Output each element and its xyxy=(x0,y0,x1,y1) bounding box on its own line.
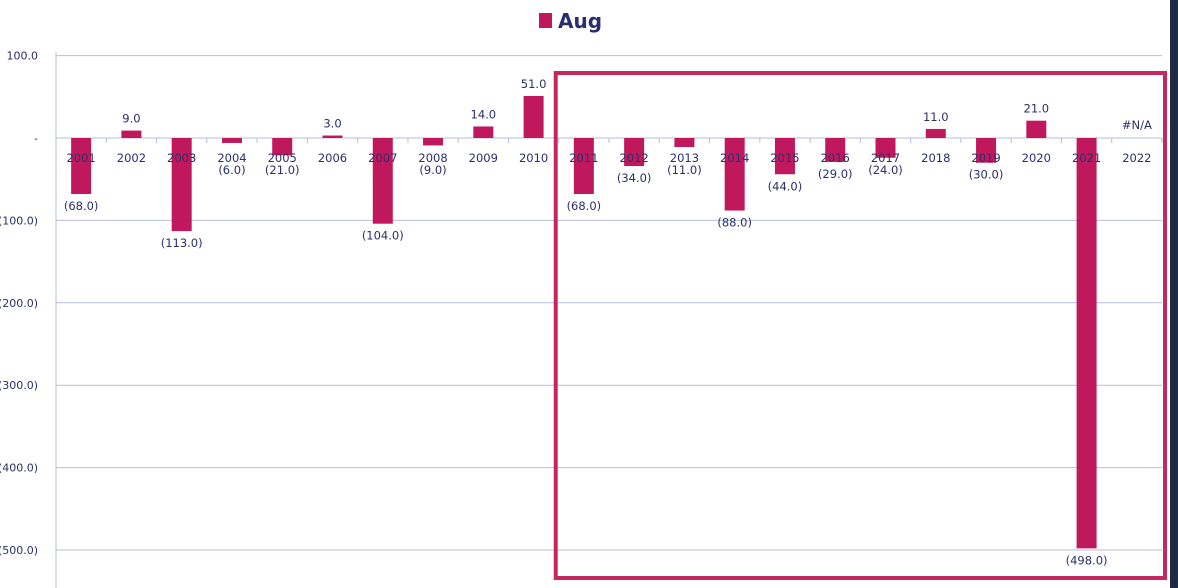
x-category-label: 2019 xyxy=(971,151,1000,165)
y-tick-label: (400.0) xyxy=(0,462,38,475)
data-label: 3.0 xyxy=(323,117,341,131)
data-label: (68.0) xyxy=(64,199,99,213)
data-label: (44.0) xyxy=(768,179,803,193)
x-category-label: 2005 xyxy=(268,151,297,165)
labels: 100.0 - (100.0) (200.0) (300.0) (400.0) (500.0… xyxy=(0,50,1152,568)
bar xyxy=(272,138,293,156)
bars xyxy=(71,95,1097,549)
x-category-label: 2007 xyxy=(368,151,397,165)
data-label: (113.0) xyxy=(161,236,203,250)
bar xyxy=(573,138,594,195)
y-tick-label: - xyxy=(34,132,38,145)
bar xyxy=(825,138,846,162)
y-tick-label: (300.0) xyxy=(0,379,38,392)
data-label: (34.0) xyxy=(617,171,652,185)
highlight-region xyxy=(553,71,1167,580)
x-category-label: 2015 xyxy=(770,151,799,165)
data-label: (24.0) xyxy=(868,163,903,177)
x-category-label: 2009 xyxy=(469,151,498,165)
x-category-label: 2002 xyxy=(117,151,146,165)
bar xyxy=(473,126,494,138)
data-label: 21.0 xyxy=(1024,102,1050,116)
bar xyxy=(724,138,745,211)
x-category-label: 2021 xyxy=(1072,151,1101,165)
x-category-label: 2020 xyxy=(1022,151,1051,165)
bar xyxy=(71,138,92,195)
legend-label-aug: Aug xyxy=(558,9,602,33)
highlight-box xyxy=(553,71,1167,580)
bar xyxy=(523,95,544,138)
data-label: (9.0) xyxy=(419,163,446,177)
x-category-label: 2013 xyxy=(670,151,699,165)
x-category-label: 2022 xyxy=(1122,151,1151,165)
legend-swatch xyxy=(539,13,552,28)
x-category-label: 2003 xyxy=(167,151,196,165)
bar xyxy=(925,128,946,138)
bar xyxy=(1026,120,1047,138)
bar xyxy=(976,138,997,163)
bar xyxy=(221,138,242,143)
data-label: (11.0) xyxy=(667,163,702,177)
data-label: (68.0) xyxy=(567,199,602,213)
x-category-label: 2010 xyxy=(519,151,548,165)
y-tick-label: (200.0) xyxy=(0,297,38,310)
data-label: 51.0 xyxy=(521,77,547,91)
bar xyxy=(372,138,393,224)
data-label: #N/A xyxy=(1122,118,1152,132)
bar xyxy=(674,138,695,148)
bar xyxy=(774,138,795,175)
bar xyxy=(171,138,192,232)
x-category-label: 2017 xyxy=(871,151,900,165)
x-category-label: 2016 xyxy=(821,151,850,165)
bar xyxy=(322,135,343,138)
data-label: (6.0) xyxy=(218,163,245,177)
y-tick-label: 100.0 xyxy=(7,50,39,63)
x-category-label: 2001 xyxy=(66,151,95,165)
y-tick-label: (500.0) xyxy=(0,544,38,557)
x-category-label: 2012 xyxy=(619,151,648,165)
data-label: 9.0 xyxy=(122,112,140,126)
x-category-label: 2006 xyxy=(318,151,347,165)
data-label: (30.0) xyxy=(969,168,1004,182)
data-label: (88.0) xyxy=(717,216,752,230)
data-label: (21.0) xyxy=(265,163,300,177)
legend: Aug xyxy=(539,9,602,33)
bar xyxy=(121,130,142,138)
x-category-label: 2011 xyxy=(569,151,598,165)
data-label: (498.0) xyxy=(1066,553,1108,567)
data-label: (104.0) xyxy=(362,229,404,243)
x-category-label: 2018 xyxy=(921,151,950,165)
bar xyxy=(423,138,444,146)
x-category-label: 2004 xyxy=(217,151,246,165)
gridlines xyxy=(55,52,1163,588)
data-label: 11.0 xyxy=(923,110,949,124)
bar xyxy=(875,138,896,158)
bar xyxy=(624,138,645,167)
bar xyxy=(1076,138,1097,549)
y-tick-label: (100.0) xyxy=(0,214,38,227)
data-label: 14.0 xyxy=(471,107,497,121)
x-category-label: 2014 xyxy=(720,151,749,165)
data-label: (29.0) xyxy=(818,167,853,181)
x-category-label: 2008 xyxy=(418,151,447,165)
